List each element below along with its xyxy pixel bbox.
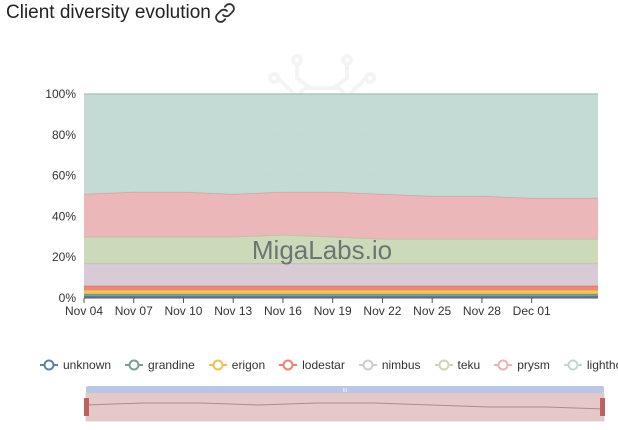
area-nimbus	[84, 263, 598, 286]
y-tick-label: 100%	[45, 87, 76, 101]
legend-label: lodestar	[302, 358, 345, 372]
x-tick-label: Nov 16	[264, 304, 302, 318]
legend-swatch-icon	[125, 359, 144, 371]
link-icon[interactable]	[213, 1, 237, 25]
legend-item-lodestar[interactable]: lodestar	[279, 358, 345, 372]
legend-label: nimbus	[381, 358, 421, 372]
area-lighthouse	[84, 94, 598, 199]
legend-label: unknown	[63, 358, 112, 372]
area-teku	[84, 234, 598, 264]
watermark-text: MigaLabs.io	[252, 235, 392, 265]
area-series	[83, 93, 598, 298]
legend-dot	[282, 359, 294, 371]
zoom-top-bar	[86, 386, 604, 393]
zoom-left-handle[interactable]	[84, 398, 89, 416]
axes: 0% 20% 40% 60% 80% 100% Nov 04 Nov 07 Nov 10 Nov …	[45, 87, 598, 318]
legend-swatch-icon	[434, 359, 453, 371]
legend-item-grandine[interactable]: grandine	[125, 358, 195, 372]
y-tick-label: 0%	[59, 291, 77, 305]
legend-label: teku	[457, 358, 481, 372]
zoom-overview-line	[85, 402, 605, 410]
x-tick-label: Nov 04	[65, 304, 103, 318]
y-tick-label: 80%	[52, 128, 76, 142]
legend-dot	[497, 359, 509, 371]
zoom-handle-label: III	[343, 388, 347, 394]
area-erigon	[84, 289, 598, 294]
chart-header: Client diversity evolution	[6, 0, 237, 26]
legend-dot	[212, 359, 224, 371]
legend-swatch-icon	[208, 359, 227, 371]
area-prysm	[84, 191, 598, 239]
legend-label: lighthouse	[586, 358, 618, 372]
legend-swatch-icon	[358, 359, 377, 371]
x-tick-label: Nov 10	[164, 304, 202, 318]
legend-dot	[128, 359, 140, 371]
legend-label: grandine	[148, 358, 195, 372]
legend-dot	[362, 359, 374, 371]
x-tick-label: Nov 28	[463, 304, 501, 318]
legend-item-unknown[interactable]: unknown	[40, 358, 111, 372]
legend-item-nimbus[interactable]: nimbus	[358, 358, 421, 372]
legend-dot	[438, 359, 450, 371]
legend-label: prysm	[517, 358, 550, 372]
legend-dot	[567, 359, 579, 371]
legend-item-lighthouse[interactable]: lighthouse	[563, 358, 618, 372]
x-tick-label: Dec 01	[513, 304, 551, 318]
legend-item-erigon[interactable]: erigon	[208, 358, 266, 372]
x-tick-label: Nov 07	[115, 304, 153, 318]
x-tick-label: Nov 22	[363, 304, 401, 318]
legend-label: erigon	[231, 358, 266, 372]
legend-item-teku[interactable]: teku	[434, 358, 481, 372]
x-tick-label: Nov 13	[214, 304, 252, 318]
chart-legend: unknown grandine erigon lodestar nimbus teku p…	[40, 356, 618, 374]
x-tick-label: Nov 19	[314, 304, 352, 318]
legend-swatch-icon	[40, 359, 58, 371]
legend-item-prysm[interactable]: prysm	[494, 358, 550, 372]
y-tick-label: 60%	[52, 169, 76, 183]
legend-swatch-icon	[563, 359, 582, 371]
page-title: Client diversity evolution	[6, 2, 211, 23]
y-tick-label: 20%	[52, 250, 76, 264]
y-tick-label: 40%	[52, 209, 76, 223]
zoom-right-handle[interactable]	[600, 398, 605, 416]
legend-swatch-icon	[279, 359, 298, 371]
data-zoom-slider[interactable]: III	[84, 386, 605, 422]
legend-swatch-icon	[494, 359, 513, 371]
area-lodestar	[84, 285, 598, 290]
x-tick-label: Nov 25	[413, 304, 451, 318]
legend-dot	[43, 359, 55, 371]
